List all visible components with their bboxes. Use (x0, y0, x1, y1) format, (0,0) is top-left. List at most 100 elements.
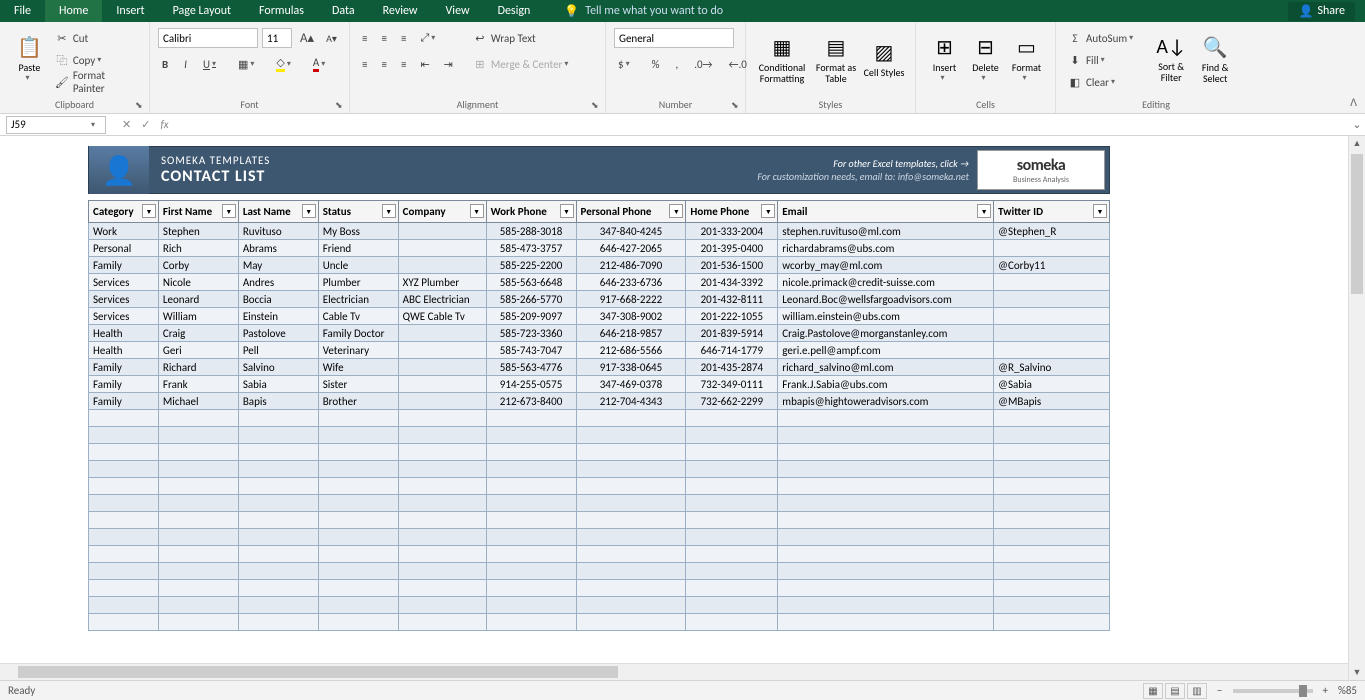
table-cell[interactable]: 201-434-3392 (686, 274, 778, 291)
table-cell[interactable]: Work (89, 223, 159, 240)
table-cell[interactable] (486, 546, 576, 563)
fill-button[interactable]: ⬇Fill▾ (1064, 50, 1143, 70)
table-cell[interactable] (994, 597, 1110, 614)
table-cell[interactable] (89, 529, 159, 546)
table-cell[interactable] (994, 291, 1110, 308)
table-cell[interactable] (994, 444, 1110, 461)
table-cell[interactable] (778, 444, 994, 461)
table-cell[interactable]: Family Doctor (318, 325, 398, 342)
table-cell[interactable] (994, 563, 1110, 580)
filter-dropdown-icon[interactable]: ▼ (1093, 204, 1107, 218)
table-cell[interactable]: @Stephen_R (994, 223, 1110, 240)
filter-dropdown-icon[interactable]: ▼ (560, 204, 574, 218)
clipboard-launcher[interactable]: ⬊ (135, 100, 145, 110)
table-cell[interactable] (89, 427, 159, 444)
table-row[interactable]: HealthCraigPastoloveFamily Doctor585-723… (89, 325, 1110, 342)
table-cell[interactable] (778, 427, 994, 444)
format-cells-button[interactable]: ▭Format▾ (1006, 26, 1047, 92)
table-cell[interactable]: Health (89, 325, 159, 342)
table-cell[interactable]: 201-536-1500 (686, 257, 778, 274)
table-row[interactable]: PersonalRichAbramsFriend585-473-3757646-… (89, 240, 1110, 257)
table-cell[interactable] (238, 461, 318, 478)
table-cell[interactable] (686, 512, 778, 529)
table-cell[interactable]: 212-686-5566 (576, 342, 686, 359)
table-cell[interactable] (994, 308, 1110, 325)
table-cell[interactable] (158, 427, 238, 444)
table-cell[interactable] (686, 580, 778, 597)
table-row[interactable]: HealthGeriPellVeterinary585-743-7047212-… (89, 342, 1110, 359)
table-row[interactable]: FamilyRichardSalvinoWife585-563-4776917-… (89, 359, 1110, 376)
table-cell[interactable]: @MBapis (994, 393, 1110, 410)
table-cell[interactable] (238, 427, 318, 444)
table-row[interactable] (89, 410, 1110, 427)
table-cell[interactable]: Pastolove (238, 325, 318, 342)
table-cell[interactable] (318, 444, 398, 461)
number-format-combo[interactable] (614, 28, 734, 48)
tab-review[interactable]: Review (369, 0, 432, 22)
table-cell[interactable] (686, 444, 778, 461)
table-cell[interactable] (238, 580, 318, 597)
table-cell[interactable] (994, 240, 1110, 257)
table-cell[interactable]: QWE Cable Tv (398, 308, 486, 325)
column-header[interactable]: First Name▼ (158, 201, 238, 223)
table-cell[interactable] (994, 546, 1110, 563)
table-cell[interactable] (686, 427, 778, 444)
filter-dropdown-icon[interactable]: ▼ (222, 204, 236, 218)
table-cell[interactable] (89, 461, 159, 478)
table-row[interactable] (89, 495, 1110, 512)
column-header[interactable]: Work Phone▼ (486, 201, 576, 223)
table-cell[interactable] (778, 410, 994, 427)
table-cell[interactable] (686, 495, 778, 512)
bold-button[interactable]: B (158, 54, 172, 74)
table-cell[interactable] (318, 563, 398, 580)
table-cell[interactable]: Health (89, 342, 159, 359)
table-cell[interactable] (576, 546, 686, 563)
table-cell[interactable]: 585-563-6648 (486, 274, 576, 291)
table-cell[interactable] (158, 478, 238, 495)
table-cell[interactable] (778, 614, 994, 631)
table-cell[interactable]: Richard (158, 359, 238, 376)
copy-button[interactable]: ⿻Copy▾ (51, 50, 141, 70)
table-cell[interactable] (318, 410, 398, 427)
page-break-view-button[interactable]: ▥ (1187, 683, 1207, 699)
table-cell[interactable]: Pell (238, 342, 318, 359)
cut-button[interactable]: ✂Cut (51, 28, 141, 48)
font-size-combo[interactable] (262, 28, 292, 48)
table-cell[interactable] (238, 478, 318, 495)
table-cell[interactable] (398, 342, 486, 359)
table-row[interactable] (89, 478, 1110, 495)
filter-dropdown-icon[interactable]: ▼ (382, 204, 396, 218)
format-painter-button[interactable]: 🖌Format Painter (51, 72, 141, 92)
filter-dropdown-icon[interactable]: ▼ (470, 204, 484, 218)
table-cell[interactable]: 732-349-0111 (686, 376, 778, 393)
table-cell[interactable] (238, 410, 318, 427)
table-cell[interactable] (158, 614, 238, 631)
table-cell[interactable] (318, 512, 398, 529)
table-cell[interactable] (238, 529, 318, 546)
zoom-slider[interactable] (1233, 689, 1313, 693)
table-cell[interactable]: 585-743-7047 (486, 342, 576, 359)
table-cell[interactable] (994, 478, 1110, 495)
table-cell[interactable] (238, 614, 318, 631)
table-cell[interactable] (398, 563, 486, 580)
table-cell[interactable]: 347-469-0378 (576, 376, 686, 393)
table-cell[interactable]: XYZ Plumber (398, 274, 486, 291)
border-button[interactable]: ▦▾ (234, 54, 264, 74)
table-cell[interactable] (994, 614, 1110, 631)
column-header[interactable]: Category▼ (89, 201, 159, 223)
table-cell[interactable] (158, 495, 238, 512)
table-cell[interactable] (158, 512, 238, 529)
table-cell[interactable]: Leonard (158, 291, 238, 308)
column-header[interactable]: Email▼ (778, 201, 994, 223)
tell-me-search[interactable]: 💡 Tell me what you want to do (564, 4, 723, 19)
percent-format-button[interactable]: % (648, 54, 664, 74)
table-cell[interactable] (89, 512, 159, 529)
table-cell[interactable]: Nicole (158, 274, 238, 291)
table-cell[interactable] (238, 546, 318, 563)
table-cell[interactable] (158, 529, 238, 546)
tab-file[interactable]: File (0, 0, 45, 22)
formula-input[interactable] (185, 116, 1349, 134)
table-cell[interactable] (158, 410, 238, 427)
tab-data[interactable]: Data (318, 0, 369, 22)
table-row[interactable] (89, 512, 1110, 529)
